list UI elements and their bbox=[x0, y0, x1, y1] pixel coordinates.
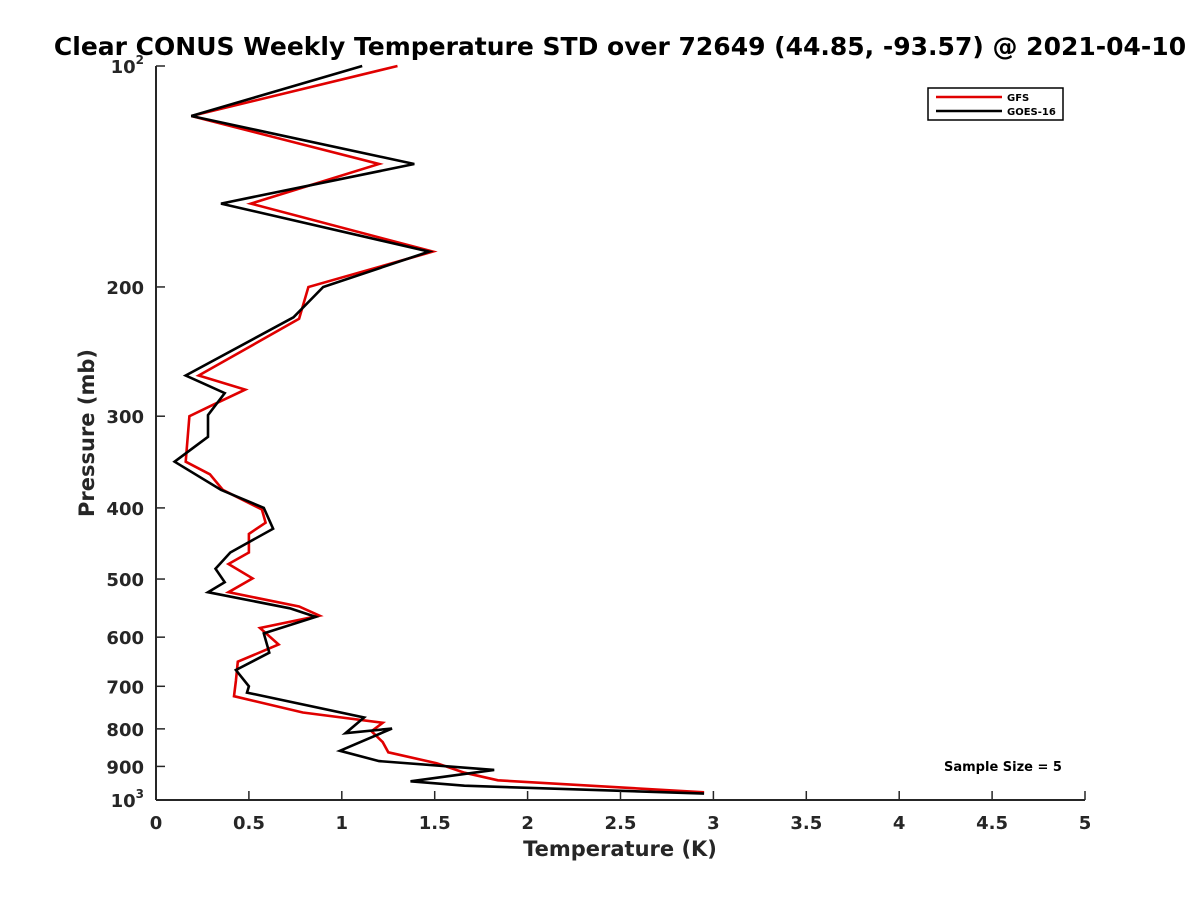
sample-size-annotation: Sample Size = 5 bbox=[944, 760, 1062, 775]
chart-title: Clear CONUS Weekly Temperature STD over … bbox=[54, 32, 1186, 61]
y-tick-label: 800 bbox=[106, 720, 144, 741]
x-tick-label: 3.5 bbox=[790, 813, 822, 834]
y-tick-label: 200 bbox=[106, 278, 144, 299]
legend-label-goes16: GOES-16 bbox=[1007, 107, 1056, 118]
y-tick-label: 600 bbox=[106, 628, 144, 649]
y-axis-label: Pressure (mb) bbox=[75, 349, 99, 517]
x-tick-label: 0.5 bbox=[233, 813, 265, 834]
x-tick-label: 1 bbox=[336, 813, 349, 834]
legend-box bbox=[927, 87, 1064, 121]
x-tick-label: 1.5 bbox=[419, 813, 451, 834]
plot-series-group bbox=[172, 64, 705, 795]
x-ticks-group: 0 0.5 1 1.5 2 2.5 3 3.5 4 4.5 5 bbox=[150, 791, 1092, 834]
x-axis-label: Temperature (K) bbox=[523, 837, 717, 861]
y-ticks-group: 102 200 300 400 500 600 700 800 900 103 bbox=[106, 53, 165, 812]
x-tick-label: 2.5 bbox=[605, 813, 637, 834]
y-tick-label: 103 bbox=[111, 787, 144, 812]
y-tick-label: 300 bbox=[106, 407, 144, 428]
y-tick-label: 102 bbox=[111, 53, 144, 78]
axes-group bbox=[155, 66, 1085, 801]
series-line-goes-16 bbox=[172, 64, 705, 795]
y-tick-label: 700 bbox=[106, 677, 144, 698]
x-tick-label: 3 bbox=[707, 813, 720, 834]
legend-label-gfs: GFS bbox=[1007, 93, 1029, 104]
y-tick-label: 900 bbox=[106, 757, 144, 778]
x-tick-label: 5 bbox=[1079, 813, 1092, 834]
x-tick-label: 4 bbox=[893, 813, 906, 834]
x-tick-label: 0 bbox=[150, 813, 163, 834]
legend: GFS GOES-16 bbox=[927, 87, 1064, 121]
y-tick-label: 500 bbox=[106, 570, 144, 591]
x-tick-label: 2 bbox=[521, 813, 534, 834]
y-tick-label: 400 bbox=[106, 499, 144, 520]
x-tick-label: 4.5 bbox=[976, 813, 1008, 834]
series-line-gfs bbox=[184, 64, 705, 794]
